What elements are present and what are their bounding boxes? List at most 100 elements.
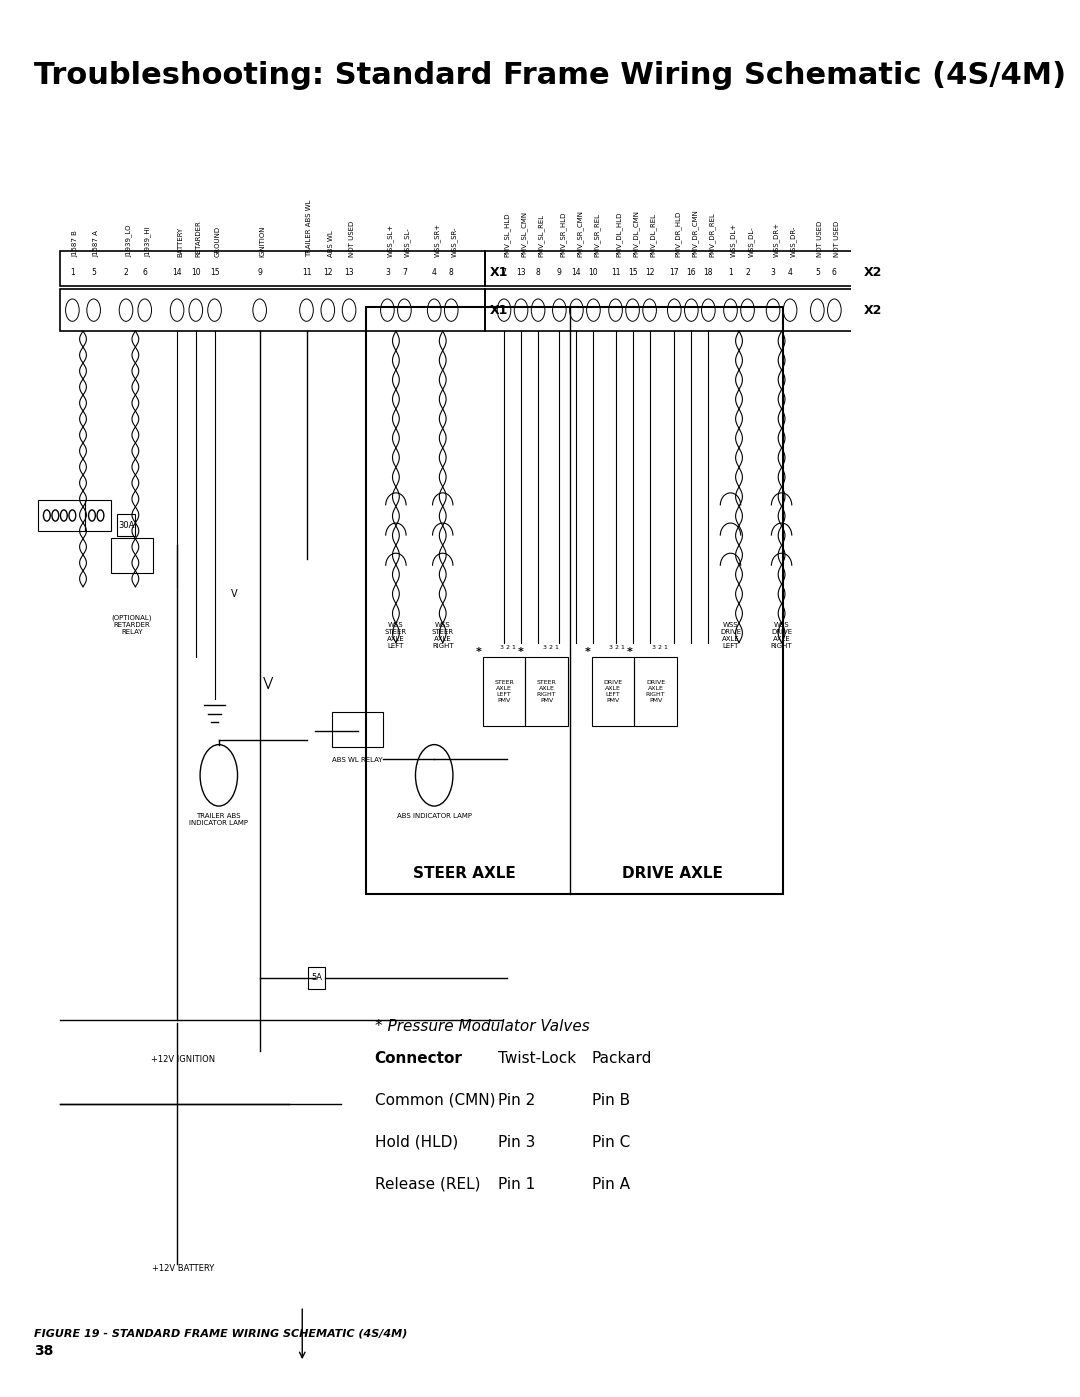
Text: 4: 4 [787, 268, 793, 277]
Text: 13: 13 [516, 268, 526, 277]
Text: V: V [231, 588, 238, 599]
Circle shape [531, 299, 545, 321]
Circle shape [810, 299, 824, 321]
Bar [110, 538, 153, 573]
Circle shape [685, 299, 698, 321]
Circle shape [514, 299, 528, 321]
Text: WSS_DR-: WSS_DR- [791, 226, 797, 257]
Text: 17: 17 [670, 268, 679, 277]
Text: PMV_DR_HLD: PMV_DR_HLD [674, 211, 681, 257]
Text: 7: 7 [402, 268, 407, 277]
Text: TRAILER ABS WL: TRAILER ABS WL [307, 200, 312, 257]
Circle shape [397, 299, 411, 321]
Text: Connector: Connector [375, 1051, 462, 1066]
Circle shape [428, 299, 441, 321]
Text: IGNITION: IGNITION [259, 225, 266, 257]
Bar [634, 657, 677, 726]
Text: (OPTIONAL)
RETARDER
RELAY: (OPTIONAL) RETARDER RELAY [111, 615, 152, 636]
Circle shape [609, 299, 622, 321]
Circle shape [253, 299, 267, 321]
Bar [525, 657, 568, 726]
Circle shape [380, 299, 394, 321]
Text: J1939_HI: J1939_HI [145, 226, 151, 257]
Text: 18: 18 [703, 268, 713, 277]
Circle shape [86, 299, 100, 321]
Circle shape [200, 745, 238, 806]
Text: 3: 3 [771, 268, 775, 277]
Text: 6: 6 [143, 268, 147, 277]
Text: *: * [584, 647, 591, 657]
Text: GROUND: GROUND [215, 226, 220, 257]
Text: PMV_SR_REL: PMV_SR_REL [593, 214, 600, 257]
Text: RETARDER: RETARDER [195, 221, 202, 257]
Text: Twist-Lock: Twist-Lock [498, 1051, 577, 1066]
Text: 13: 13 [345, 268, 354, 277]
Text: TRAILER ABS
INDICATOR LAMP: TRAILER ABS INDICATOR LAMP [189, 813, 248, 826]
Bar [38, 500, 85, 531]
Circle shape [171, 299, 184, 321]
Text: 7: 7 [501, 268, 507, 277]
Text: X2: X2 [864, 265, 882, 279]
Text: 11: 11 [301, 268, 311, 277]
Circle shape [741, 299, 754, 321]
Text: WSS_DR+: WSS_DR+ [773, 222, 780, 257]
Text: 2: 2 [123, 268, 129, 277]
Circle shape [207, 299, 221, 321]
Text: 5A: 5A [311, 974, 322, 982]
Circle shape [643, 299, 657, 321]
Text: * Pressure Modulator Valves: * Pressure Modulator Valves [375, 1018, 590, 1034]
Text: 3 2 1: 3 2 1 [609, 644, 625, 650]
Text: 11: 11 [611, 268, 620, 277]
Circle shape [89, 510, 95, 521]
Text: ABS WL RELAY: ABS WL RELAY [333, 757, 383, 763]
Text: Pin A: Pin A [592, 1176, 630, 1192]
Text: WSS
DRIVE
AXLE
LEFT: WSS DRIVE AXLE LEFT [720, 622, 741, 648]
Circle shape [724, 299, 738, 321]
Circle shape [189, 299, 203, 321]
Text: 14: 14 [571, 268, 581, 277]
Text: NOT USED: NOT USED [835, 221, 840, 257]
Text: Hold (HLD): Hold (HLD) [375, 1134, 458, 1150]
Bar [483, 657, 525, 726]
Text: PMV_DL_HLD: PMV_DL_HLD [616, 212, 622, 257]
Bar [308, 967, 325, 989]
Text: WSS
STEER
AXLE
RIGHT: WSS STEER AXLE RIGHT [432, 622, 454, 648]
Bar [485, 289, 860, 331]
Text: WSS_DL-: WSS_DL- [747, 226, 754, 257]
Text: WSS_SR-: WSS_SR- [451, 226, 458, 257]
Bar [59, 251, 485, 286]
Text: ABS WL: ABS WL [328, 231, 334, 257]
Text: +12V IGNITION: +12V IGNITION [151, 1055, 215, 1063]
Bar [366, 307, 783, 894]
Circle shape [342, 299, 356, 321]
Text: Pin 1: Pin 1 [498, 1176, 536, 1192]
Text: +12V BATTERY: +12V BATTERY [152, 1264, 214, 1273]
Text: 3 2 1: 3 2 1 [543, 644, 558, 650]
Circle shape [69, 510, 76, 521]
Circle shape [60, 510, 67, 521]
Text: Pin 2: Pin 2 [498, 1092, 536, 1108]
Text: 30A: 30A [118, 521, 134, 529]
Text: PMV_SL_REL: PMV_SL_REL [538, 214, 544, 257]
Text: 15: 15 [627, 268, 637, 277]
Circle shape [66, 299, 79, 321]
Text: 12: 12 [323, 268, 333, 277]
Text: STEER AXLE: STEER AXLE [413, 866, 515, 880]
Text: PMV_SL_CMN: PMV_SL_CMN [521, 211, 528, 257]
Text: PMV_DR_REL: PMV_DR_REL [708, 212, 715, 257]
Text: NOT USED: NOT USED [349, 221, 355, 257]
Text: 10: 10 [191, 268, 201, 277]
Circle shape [138, 299, 151, 321]
Text: WSS
DRIVE
AXLE
RIGHT: WSS DRIVE AXLE RIGHT [771, 622, 793, 648]
Text: Pin C: Pin C [592, 1134, 630, 1150]
Circle shape [827, 299, 841, 321]
Text: 1: 1 [728, 268, 733, 277]
Circle shape [52, 510, 58, 521]
Text: Common (CMN): Common (CMN) [375, 1092, 495, 1108]
Circle shape [416, 745, 453, 806]
Text: 3 2 1: 3 2 1 [500, 644, 516, 650]
Text: ABS INDICATOR LAMP: ABS INDICATOR LAMP [396, 813, 472, 819]
Circle shape [702, 299, 715, 321]
Text: PMV_DR_CMN: PMV_DR_CMN [691, 210, 698, 257]
Text: J1587 B: J1587 B [72, 231, 79, 257]
